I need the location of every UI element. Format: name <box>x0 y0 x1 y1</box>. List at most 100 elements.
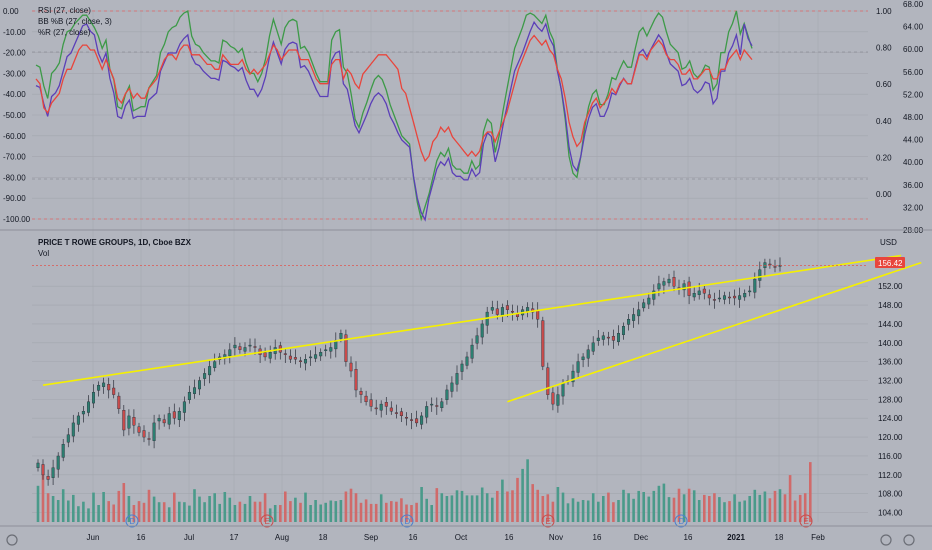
volume-bar[interactable] <box>208 496 211 522</box>
volume-bar[interactable] <box>213 493 216 522</box>
volume-bar[interactable] <box>763 491 767 523</box>
volume-bar[interactable] <box>122 483 126 522</box>
volume-bar[interactable] <box>51 496 55 522</box>
candle-body[interactable] <box>344 334 348 362</box>
volume-bar[interactable] <box>324 502 327 522</box>
volume-bar[interactable] <box>349 488 353 522</box>
candle-body[interactable] <box>606 336 610 339</box>
volume-bar[interactable] <box>541 496 545 522</box>
volume-bar[interactable] <box>193 489 196 522</box>
candle-body[interactable] <box>349 362 353 372</box>
volume-bar[interactable] <box>738 501 741 522</box>
candle-body[interactable] <box>465 356 469 366</box>
candle-body[interactable] <box>702 288 706 294</box>
volume-bar[interactable] <box>591 493 595 522</box>
candle-body[interactable] <box>591 342 595 352</box>
candle-body[interactable] <box>384 402 388 407</box>
candle-body[interactable] <box>490 307 494 311</box>
candle-body[interactable] <box>268 352 272 359</box>
candle-body[interactable] <box>213 361 217 368</box>
volume-bar[interactable] <box>228 497 232 522</box>
volume-bar[interactable] <box>223 492 227 522</box>
candle-body[interactable] <box>748 290 752 293</box>
volume-bar[interactable] <box>147 489 151 522</box>
candle-body[interactable] <box>61 444 65 458</box>
volume-bar[interactable] <box>102 492 105 522</box>
volume-bar[interactable] <box>485 493 489 522</box>
candle-body[interactable] <box>697 290 701 295</box>
volume-bar[interactable] <box>132 505 136 522</box>
volume-bar[interactable] <box>455 490 459 522</box>
auto-scale-icon[interactable] <box>903 534 915 546</box>
candle-body[interactable] <box>773 266 777 268</box>
volume-bar[interactable] <box>400 498 403 522</box>
volume-bar[interactable] <box>273 505 277 522</box>
candle-body[interactable] <box>707 294 711 299</box>
volume-bar[interactable] <box>258 501 262 522</box>
candle-body[interactable] <box>162 419 166 424</box>
event-marker-circle[interactable] <box>260 514 274 528</box>
candle-body[interactable] <box>86 401 90 413</box>
event-marker[interactable]: D <box>400 514 414 528</box>
candle-body[interactable] <box>717 297 721 300</box>
volume-bar[interactable] <box>778 489 782 522</box>
volume-bar[interactable] <box>72 494 75 522</box>
volume-bar[interactable] <box>152 496 156 522</box>
volume-bar[interactable] <box>92 492 95 522</box>
volume-bar[interactable] <box>390 501 393 522</box>
volume-bar[interactable] <box>748 496 751 522</box>
volume-bar[interactable] <box>178 501 181 522</box>
candle-body[interactable] <box>97 385 101 391</box>
trendline-upper[interactable] <box>42 254 902 386</box>
candle-body[interactable] <box>611 336 615 341</box>
candle-body[interactable] <box>192 387 196 394</box>
volume-bar[interactable] <box>304 492 307 522</box>
candle-body[interactable] <box>319 352 323 357</box>
volume-bar[interactable] <box>662 483 666 522</box>
candle-body[interactable] <box>379 403 383 411</box>
volume-bar[interactable] <box>364 499 368 522</box>
event-marker[interactable]: D <box>674 514 688 528</box>
volume-bar[interactable] <box>758 494 762 522</box>
volume-bar[interactable] <box>243 503 247 522</box>
candle-body[interactable] <box>399 411 403 417</box>
volume-bar[interactable] <box>708 496 711 522</box>
candle-body[interactable] <box>662 281 666 286</box>
timezone-icon[interactable] <box>6 534 18 546</box>
candle-body[interactable] <box>309 356 313 359</box>
volume-bar[interactable] <box>395 501 398 522</box>
candle-body[interactable] <box>405 417 409 419</box>
event-marker[interactable]: D <box>125 514 139 528</box>
candle-body[interactable] <box>304 359 308 364</box>
candle-body[interactable] <box>167 413 171 425</box>
candle-body[interactable] <box>556 394 560 406</box>
volume-bar[interactable] <box>354 493 358 522</box>
volume-bar[interactable] <box>430 505 433 522</box>
candle-body[interactable] <box>228 349 232 357</box>
event-marker-circle[interactable] <box>674 514 688 528</box>
volume-bar[interactable] <box>289 501 292 522</box>
candle-body[interactable] <box>511 311 515 313</box>
candle-body[interactable] <box>667 278 671 284</box>
volume-bar[interactable] <box>723 502 726 522</box>
volume-bar[interactable] <box>576 501 580 522</box>
volume-bar[interactable] <box>516 477 519 522</box>
volume-bar[interactable] <box>793 500 797 523</box>
candle-body[interactable] <box>122 410 126 431</box>
candle-body[interactable] <box>410 419 414 421</box>
candle-body[interactable] <box>455 373 459 385</box>
candle-body[interactable] <box>248 344 252 347</box>
volume-bar[interactable] <box>697 500 701 522</box>
volume-bar[interactable] <box>470 495 474 522</box>
volume-bar[interactable] <box>450 495 454 522</box>
volume-bar[interactable] <box>571 498 575 522</box>
candle-body[interactable] <box>152 422 156 441</box>
candle-body[interactable] <box>627 319 631 325</box>
volume-bar[interactable] <box>385 502 388 522</box>
volume-bar[interactable] <box>622 489 625 522</box>
candle-body[interactable] <box>480 323 484 338</box>
candle-body[interactable] <box>132 417 136 426</box>
candle-body[interactable] <box>440 401 444 409</box>
candle-body[interactable] <box>596 337 600 341</box>
volume-bar[interactable] <box>607 492 610 522</box>
